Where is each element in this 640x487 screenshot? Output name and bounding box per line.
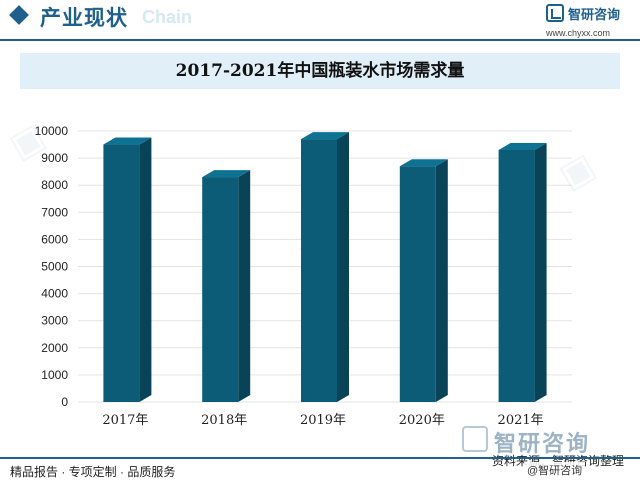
y-tick-label: 1000 [41, 368, 68, 382]
footer-divider [0, 457, 640, 459]
logo-url: www.chyxx.com [546, 28, 611, 38]
footer-slogan: 精品报告 · 专项定制 · 品质服务 [10, 465, 176, 479]
bar-top [103, 137, 152, 145]
y-tick-label: 10000 [35, 124, 69, 138]
header-divider [0, 39, 640, 41]
bar [399, 166, 436, 402]
y-tick-label: 5000 [41, 260, 68, 274]
bar-side [139, 137, 152, 403]
x-tick-label: 2021年 [498, 413, 544, 428]
chart-title: 2017-2021年中国瓶装水市场需求量 [175, 61, 465, 81]
bar [202, 177, 239, 402]
weibo-handle: @智研咨询 [524, 462, 586, 478]
y-tick-label: 7000 [41, 205, 68, 219]
logo-icon [546, 4, 564, 22]
x-tick-label: 2017年 [102, 413, 148, 428]
bar-side [534, 142, 547, 402]
y-tick-label: 6000 [41, 232, 68, 246]
x-tick-label: 2020年 [399, 413, 445, 428]
y-tick-label: 3000 [41, 314, 68, 328]
bar-top [498, 142, 547, 150]
bar [103, 144, 140, 403]
bar-top [301, 132, 349, 140]
chart-title-bar: 2017-2021年中国瓶装水市场需求量 [20, 53, 620, 89]
header: Chain 产业现状 智研咨询 www.chyxx.com [0, 0, 640, 38]
bar [301, 139, 337, 402]
x-tick-label: 2019年 [300, 413, 346, 428]
y-tick-label: 4000 [41, 287, 68, 301]
footer-brand-watermark: 智研咨询 [494, 431, 591, 456]
x-tick-label: 2018年 [201, 413, 247, 428]
y-tick-label: 9000 [41, 151, 68, 165]
section-subtitle: Chain [142, 7, 193, 27]
bar-side [337, 132, 349, 402]
logo-name: 智研咨询 [568, 7, 621, 22]
bar-side [435, 159, 448, 402]
y-tick-label: 0 [61, 395, 68, 409]
bar-top [399, 159, 448, 167]
brand-watermark-icon [462, 426, 488, 452]
y-tick-label: 8000 [41, 178, 68, 192]
y-tick-label: 2000 [41, 341, 68, 355]
bar [498, 149, 535, 402]
section-title: 产业现状 [40, 7, 128, 30]
bar-side [238, 170, 251, 402]
bar-top [202, 170, 251, 178]
